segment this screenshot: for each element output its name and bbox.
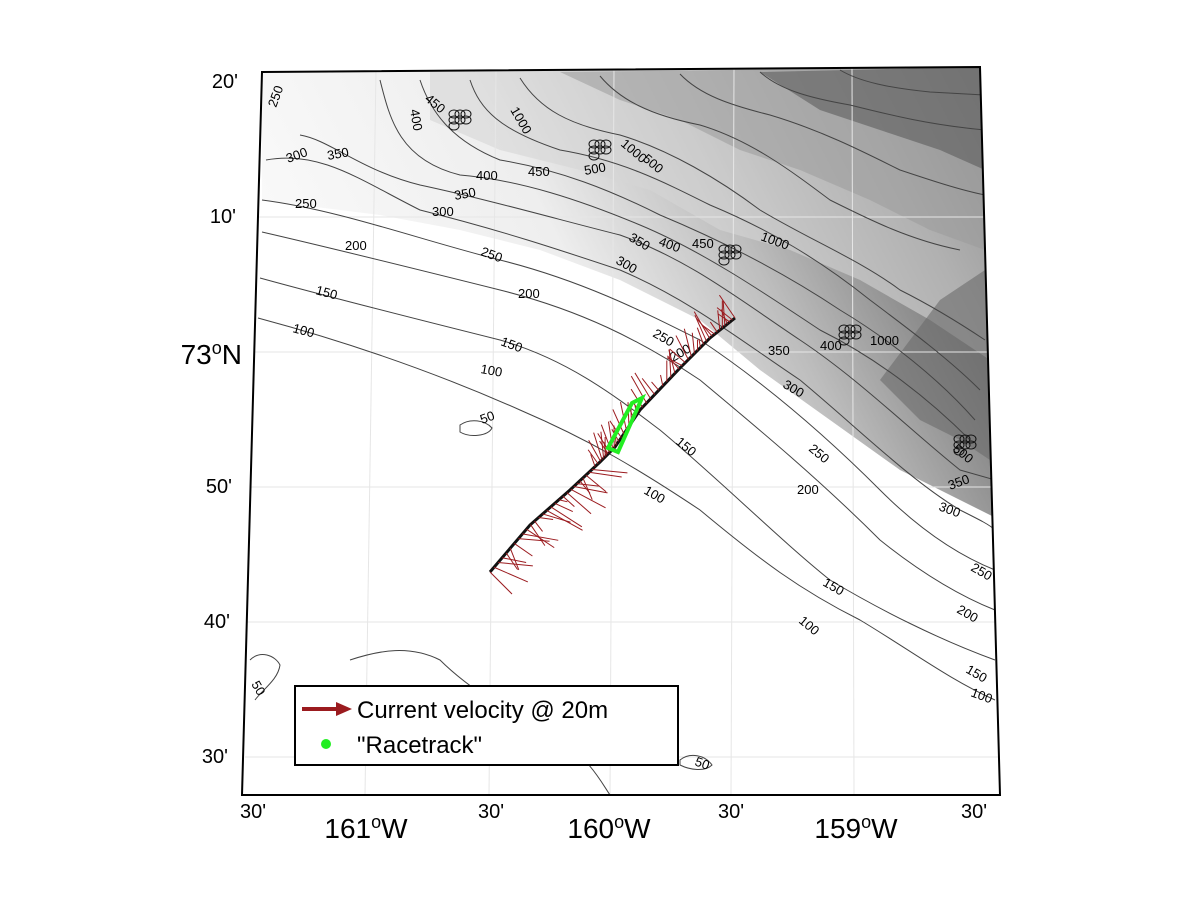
contour-label-350: 350	[768, 343, 790, 358]
lon-label-160-30: 30'	[478, 801, 504, 823]
contour-label-250: 250	[295, 196, 317, 211]
lon-label-161-30: 30'	[240, 801, 266, 823]
contour-label-1000: 1000	[870, 333, 899, 348]
contour-label-450: 450	[528, 164, 550, 179]
contour-label-400: 400	[820, 338, 842, 353]
lon-label-159W: 159oW	[814, 812, 898, 844]
legend-dot-symbol	[321, 739, 331, 749]
contour-label-400: 400	[476, 168, 498, 183]
lon-label-159-30: 30'	[718, 801, 744, 823]
lon-label-158-30: 30'	[961, 801, 987, 823]
contour-label-200: 200	[345, 238, 367, 253]
contour-label-450: 450	[692, 236, 714, 251]
contour-label-200: 200	[518, 286, 540, 301]
lat-label-20: 20'	[212, 71, 238, 93]
legend-label-racetrack: "Racetrack"	[357, 732, 482, 759]
legend-label-velocity: Current velocity @ 20m	[357, 697, 608, 724]
lat-label-10: 10'	[210, 206, 236, 228]
lat-label-73N: 73oN	[181, 338, 242, 370]
contour-label-300: 300	[432, 204, 454, 219]
longitude-labels: 30' 161oW 30' 160oW 30' 159oW 30'	[240, 801, 987, 844]
lat-label-40: 40'	[204, 611, 230, 633]
lat-label-50: 50'	[206, 476, 232, 498]
lon-label-160W: 160oW	[567, 812, 651, 844]
lon-label-161W: 161oW	[324, 812, 408, 844]
contour-label-200: 200	[797, 482, 819, 497]
lat-label-30: 30'	[202, 746, 228, 768]
latitude-labels: 20' 10' 73oN 50' 40' 30'	[181, 71, 242, 768]
legend: Current velocity @ 20m "Racetrack"	[295, 686, 678, 765]
